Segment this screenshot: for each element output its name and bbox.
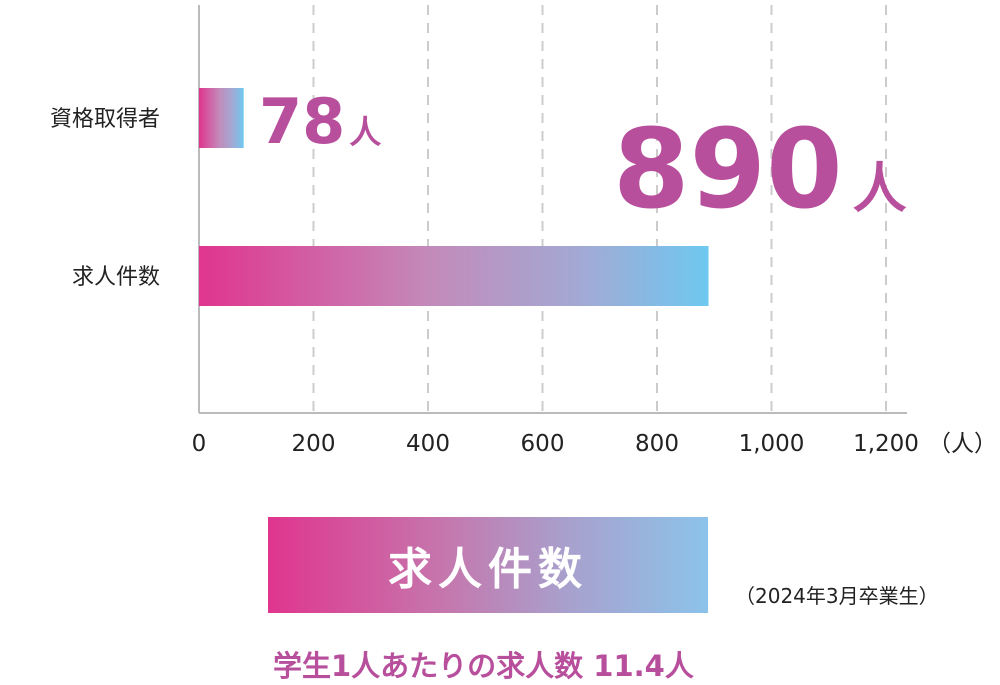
- x-tick-labels: 0 200 400 600 800 1,000 1,200: [192, 431, 919, 457]
- legend-swatch: 求人件数: [268, 517, 708, 613]
- category-label: 求人件数: [72, 265, 160, 290]
- x-tick-label: 1,200: [853, 431, 919, 457]
- legend-label: 求人件数: [388, 544, 588, 595]
- x-tick-label: 1,000: [739, 431, 805, 457]
- x-tick-label: 400: [406, 431, 450, 457]
- grid-lines: [312, 5, 887, 413]
- jobs-per-student-text: 学生1人あたりの求人数 11.4人: [273, 649, 694, 683]
- data-label: 890 人: [613, 105, 907, 233]
- x-tick-label: 200: [292, 431, 336, 457]
- bars: [199, 88, 709, 306]
- bar-job-offers: [199, 246, 709, 306]
- bar-license-holders: [199, 88, 244, 148]
- category-label: 資格取得者: [50, 107, 160, 132]
- x-tick-label: 0: [192, 431, 207, 457]
- data-label: 78 人: [259, 85, 381, 158]
- graduation-note: （2024年3月卒業生）: [735, 584, 939, 608]
- data-labels: 78 人 890 人: [259, 85, 907, 233]
- x-axis-unit: （人）: [928, 431, 997, 457]
- x-tick-label: 600: [521, 431, 565, 457]
- x-tick-label: 800: [635, 431, 679, 457]
